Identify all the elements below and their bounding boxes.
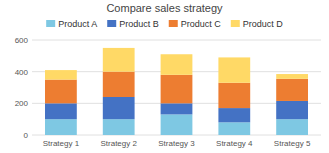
bars bbox=[45, 48, 308, 135]
bar bbox=[276, 119, 308, 135]
bar bbox=[103, 97, 135, 119]
bar bbox=[161, 75, 193, 104]
bar bbox=[218, 108, 250, 122]
legend: Product A Product B Product C Product D bbox=[46, 19, 283, 29]
legend-label: Product A bbox=[58, 19, 97, 29]
grid-line bbox=[32, 40, 321, 41]
bar bbox=[161, 114, 193, 135]
bar bbox=[218, 57, 250, 82]
legend-label: Product B bbox=[119, 19, 159, 29]
bar bbox=[218, 83, 250, 108]
legend-label: Product D bbox=[243, 19, 284, 29]
bar bbox=[276, 74, 308, 79]
legend-label: Product C bbox=[181, 19, 222, 29]
y-tick-label: 400 bbox=[15, 68, 29, 77]
bar bbox=[103, 119, 135, 135]
title: Compare sales strategy bbox=[106, 2, 223, 14]
bar bbox=[103, 72, 135, 97]
bar bbox=[45, 80, 77, 104]
legend-swatch bbox=[46, 20, 55, 27]
y-tick-label: 600 bbox=[15, 36, 29, 45]
bar bbox=[45, 103, 77, 119]
x-tick-label: Strategy 5 bbox=[274, 139, 311, 148]
x-tick-label: Strategy 2 bbox=[100, 139, 137, 148]
x-tick-label: Strategy 4 bbox=[216, 139, 253, 148]
legend-swatch bbox=[169, 20, 178, 27]
bar bbox=[161, 103, 193, 114]
y-tick-label: 0 bbox=[24, 131, 29, 140]
bar bbox=[45, 119, 77, 135]
x-tick-label: Strategy 1 bbox=[43, 139, 80, 148]
bar bbox=[218, 122, 250, 135]
bar bbox=[45, 70, 77, 80]
y-tick-label: 200 bbox=[15, 99, 29, 108]
x-tick-label: Strategy 3 bbox=[158, 139, 195, 148]
legend-swatch bbox=[231, 20, 240, 27]
chart: Compare sales strategy 0 200 400 600 Strategy… bbox=[0, 0, 329, 153]
bar bbox=[103, 48, 135, 72]
legend-swatch bbox=[107, 20, 116, 27]
bar bbox=[161, 54, 193, 75]
bar bbox=[276, 79, 308, 101]
bar bbox=[276, 101, 308, 119]
